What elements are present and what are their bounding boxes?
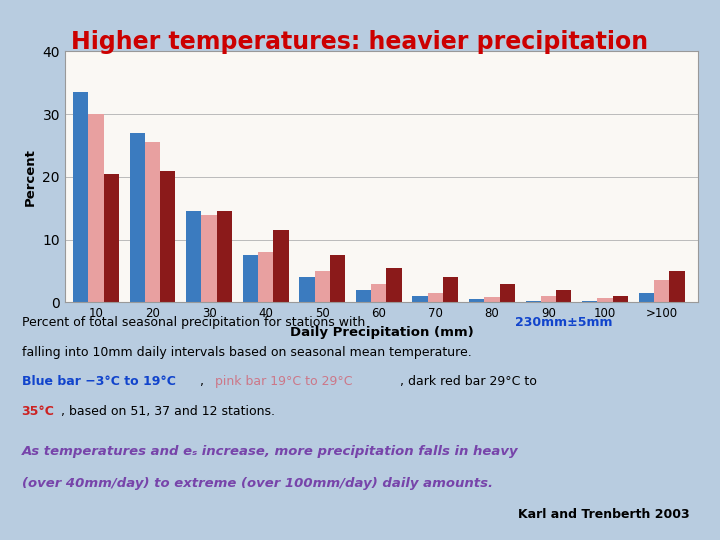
Bar [582,301,598,302]
Bar [443,278,458,302]
Text: 230mm±5mm: 230mm±5mm [515,316,612,329]
Bar [526,301,541,302]
Bar [217,211,232,302]
Bar [130,133,145,302]
X-axis label: Daily Precipitation (mm): Daily Precipitation (mm) [289,326,474,339]
Bar [541,296,556,302]
Bar [160,171,176,302]
Y-axis label: Percent: Percent [24,148,37,206]
Bar [387,268,402,302]
Bar [485,298,500,302]
Bar [613,296,628,302]
Bar [315,271,330,302]
Bar [639,293,654,302]
Bar [89,114,104,302]
Text: (over 40mm/day) to extreme (over 100mm/day) daily amounts.: (over 40mm/day) to extreme (over 100mm/d… [22,477,492,490]
Bar [428,293,443,302]
Bar [300,278,315,302]
Bar [469,299,485,302]
Text: As temperatures and eₛ increase, more precipitation falls in heavy: As temperatures and eₛ increase, more pr… [22,446,518,458]
Bar [500,284,515,302]
Bar [186,211,202,302]
Bar [654,280,670,302]
Text: falling into 10mm daily intervals based on seasonal mean temperature.: falling into 10mm daily intervals based … [22,346,472,359]
Text: , dark red bar 29°C to: , dark red bar 29°C to [400,375,536,388]
Bar [670,271,685,302]
Bar [243,255,258,302]
Text: Karl and Trenberth 2003: Karl and Trenberth 2003 [518,508,690,521]
Bar [556,290,572,302]
Text: Higher temperatures: heavier precipitation: Higher temperatures: heavier precipitati… [71,30,649,53]
Text: 35°C: 35°C [22,405,55,418]
Bar [413,296,428,302]
Text: ,: , [200,375,208,388]
Bar [202,214,217,302]
Text: pink bar 19°C to 29°C: pink bar 19°C to 29°C [215,375,352,388]
Bar [356,290,371,302]
Text: , based on 51, 37 and 12 stations.: , based on 51, 37 and 12 stations. [61,405,275,418]
Text: Percent of total seasonal precipitation for stations with: Percent of total seasonal precipitation … [22,316,369,329]
Bar [330,255,345,302]
Bar [104,174,119,302]
Bar [258,252,274,302]
Bar [73,92,89,302]
Bar [274,230,289,302]
Bar [598,298,613,302]
Text: Blue bar −3°C to 19°C: Blue bar −3°C to 19°C [22,375,176,388]
Bar [371,284,387,302]
Bar [145,143,160,302]
